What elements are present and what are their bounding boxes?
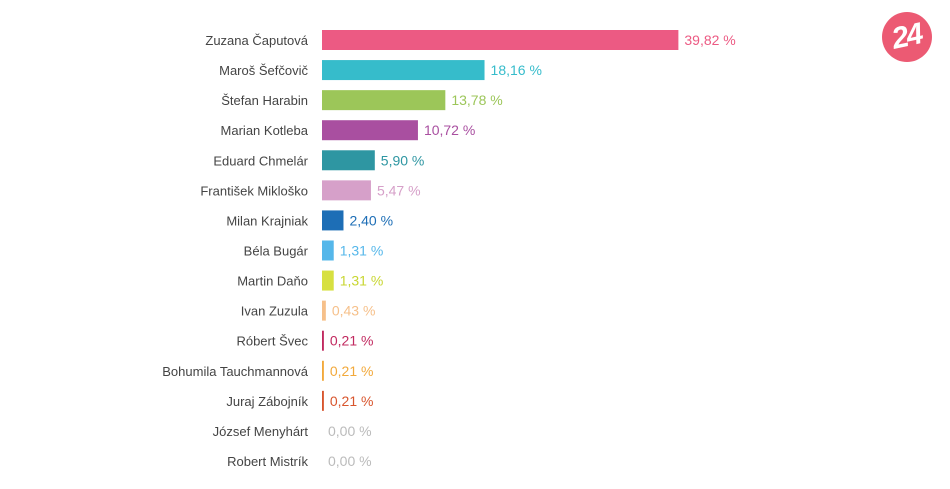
value-label: 0,21 % xyxy=(330,333,374,349)
category-label: Béla Bugár xyxy=(244,243,309,258)
bar xyxy=(322,90,446,111)
category-label: Róbert Švec xyxy=(236,334,308,349)
category-label: František Mikloško xyxy=(200,183,308,198)
bar xyxy=(322,300,326,321)
bar xyxy=(322,390,324,411)
category-label: József Menyhárt xyxy=(213,424,309,439)
brand-logo: 24 xyxy=(882,12,932,62)
bar xyxy=(322,150,375,171)
bar xyxy=(322,60,485,81)
category-label: Martin Daňo xyxy=(237,274,308,289)
value-label: 10,72 % xyxy=(424,122,475,138)
value-label: 1,31 % xyxy=(340,273,384,289)
category-label: Robert Mistrík xyxy=(227,454,308,469)
value-label: 13,78 % xyxy=(451,92,502,108)
category-label: Marian Kotleba xyxy=(221,123,309,138)
brand-logo-text: 24 xyxy=(889,17,925,56)
category-label: Eduard Chmelár xyxy=(213,153,308,168)
value-label: 5,47 % xyxy=(377,182,421,198)
value-label: 2,40 % xyxy=(349,212,393,228)
value-label: 18,16 % xyxy=(491,62,542,78)
bar xyxy=(322,120,418,141)
category-label: Bohumila Tauchmannová xyxy=(162,364,309,379)
category-label: Ivan Zuzula xyxy=(241,304,309,319)
value-label: 39,82 % xyxy=(684,32,735,48)
category-label: Maroš Šefčovič xyxy=(219,63,308,78)
value-label: 0,00 % xyxy=(328,423,372,439)
category-label: Juraj Zábojník xyxy=(226,394,308,409)
value-label: 5,90 % xyxy=(381,152,425,168)
bar xyxy=(322,180,371,201)
bar xyxy=(322,360,324,381)
category-label: Milan Krajniak xyxy=(226,213,308,228)
bar xyxy=(322,30,679,50)
bar xyxy=(322,240,334,261)
value-label: 0,21 % xyxy=(330,363,374,379)
bar xyxy=(322,330,324,351)
value-label: 0,00 % xyxy=(328,453,372,469)
bar xyxy=(322,270,334,291)
category-label: Štefan Harabin xyxy=(221,93,308,108)
category-label: Zuzana Čaputová xyxy=(205,33,308,48)
value-label: 0,43 % xyxy=(332,303,376,319)
bar xyxy=(322,210,344,231)
value-label: 0,21 % xyxy=(330,393,374,409)
value-label: 1,31 % xyxy=(340,242,384,258)
